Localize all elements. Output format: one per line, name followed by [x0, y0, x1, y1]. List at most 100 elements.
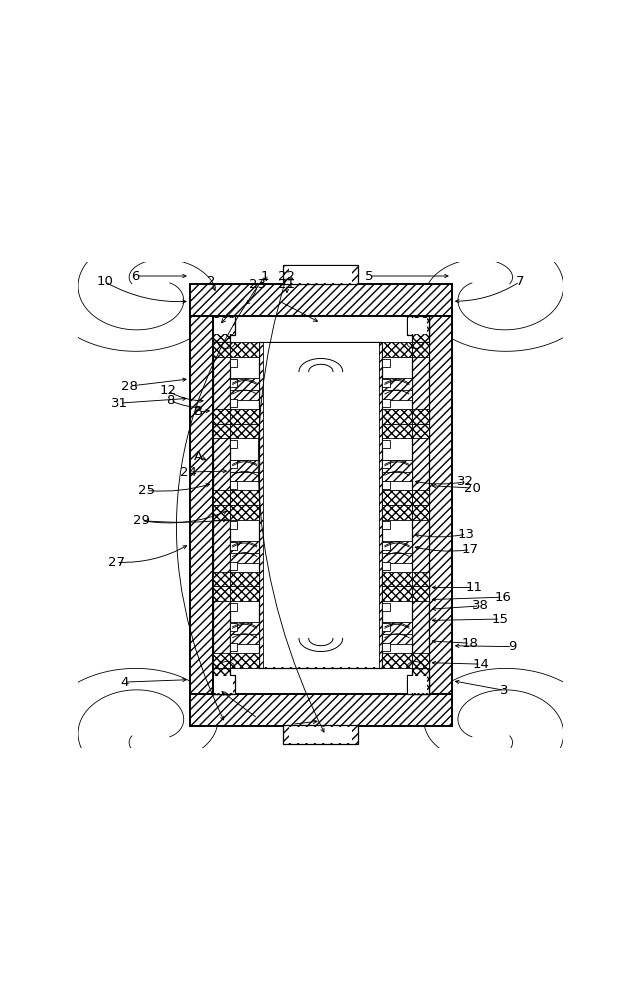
Bar: [382, 469, 411, 481]
Bar: [230, 586, 259, 601]
Bar: [382, 399, 390, 407]
Text: 22: 22: [279, 270, 295, 283]
Bar: [411, 342, 429, 668]
Text: 4: 4: [120, 676, 128, 689]
Bar: [230, 643, 237, 651]
Bar: [230, 603, 237, 611]
Text: 21: 21: [279, 278, 295, 291]
Bar: [230, 409, 259, 424]
Text: 1: 1: [261, 270, 269, 283]
Bar: [284, 265, 358, 284]
Bar: [190, 694, 452, 726]
Text: 17: 17: [462, 543, 479, 556]
Bar: [213, 342, 230, 357]
Bar: [213, 316, 235, 335]
Bar: [230, 378, 259, 390]
Bar: [411, 409, 429, 424]
Text: 23: 23: [249, 278, 266, 291]
Text: 7: 7: [515, 275, 524, 288]
Bar: [407, 675, 429, 694]
Bar: [382, 460, 411, 472]
Bar: [230, 379, 237, 387]
Text: 38: 38: [471, 599, 488, 612]
Bar: [230, 505, 259, 520]
Bar: [382, 643, 390, 651]
Bar: [213, 675, 235, 694]
Bar: [213, 490, 230, 505]
Text: 8: 8: [167, 394, 175, 407]
Bar: [230, 541, 259, 553]
Bar: [230, 572, 259, 586]
Bar: [230, 460, 259, 472]
Bar: [230, 460, 237, 468]
Text: A: A: [194, 450, 203, 463]
Bar: [382, 632, 411, 644]
Bar: [230, 399, 237, 407]
Bar: [213, 316, 230, 342]
Bar: [382, 481, 390, 489]
Bar: [382, 622, 411, 634]
Text: 25: 25: [138, 484, 155, 497]
Bar: [190, 316, 213, 694]
Bar: [230, 622, 259, 634]
Text: 3: 3: [500, 684, 508, 697]
Bar: [382, 424, 411, 438]
Text: 13: 13: [458, 528, 475, 541]
Text: 11: 11: [465, 581, 482, 594]
Bar: [284, 725, 358, 744]
Bar: [411, 668, 429, 694]
Bar: [214, 318, 233, 334]
Text: 14: 14: [473, 658, 490, 671]
Bar: [382, 460, 390, 468]
Bar: [289, 266, 352, 283]
Text: 27: 27: [108, 556, 125, 569]
Bar: [411, 505, 429, 520]
Bar: [407, 316, 429, 335]
Bar: [230, 388, 259, 400]
Bar: [382, 572, 411, 586]
Bar: [230, 653, 259, 668]
Bar: [213, 424, 230, 438]
Bar: [382, 586, 411, 601]
Bar: [411, 572, 429, 586]
Bar: [213, 586, 230, 601]
Bar: [382, 378, 411, 390]
Bar: [382, 409, 411, 424]
Bar: [382, 653, 411, 668]
Text: 32: 32: [457, 475, 474, 488]
Bar: [382, 603, 390, 611]
Bar: [214, 676, 233, 693]
Text: 15: 15: [492, 613, 509, 626]
Bar: [411, 342, 429, 357]
Bar: [263, 343, 379, 667]
Bar: [230, 521, 237, 529]
Bar: [213, 653, 230, 668]
Bar: [429, 316, 452, 694]
Bar: [411, 316, 429, 342]
Bar: [230, 424, 259, 438]
Text: 5: 5: [365, 270, 374, 283]
Bar: [213, 505, 230, 520]
Bar: [411, 653, 429, 668]
Bar: [289, 727, 352, 743]
Bar: [230, 342, 259, 357]
Bar: [230, 542, 237, 550]
Bar: [230, 359, 237, 367]
Bar: [230, 632, 259, 644]
Text: 9: 9: [508, 640, 516, 653]
Text: 12: 12: [160, 384, 177, 397]
Text: 16: 16: [495, 591, 511, 604]
Text: 18: 18: [462, 637, 479, 650]
Bar: [213, 342, 230, 668]
Bar: [382, 562, 390, 570]
Bar: [230, 440, 237, 448]
Bar: [382, 379, 390, 387]
Bar: [213, 409, 230, 424]
Bar: [411, 490, 429, 505]
Bar: [230, 469, 259, 481]
Text: 24: 24: [180, 466, 197, 479]
Text: 10: 10: [96, 275, 113, 288]
Bar: [382, 440, 390, 448]
Bar: [408, 676, 426, 693]
Bar: [382, 550, 411, 563]
